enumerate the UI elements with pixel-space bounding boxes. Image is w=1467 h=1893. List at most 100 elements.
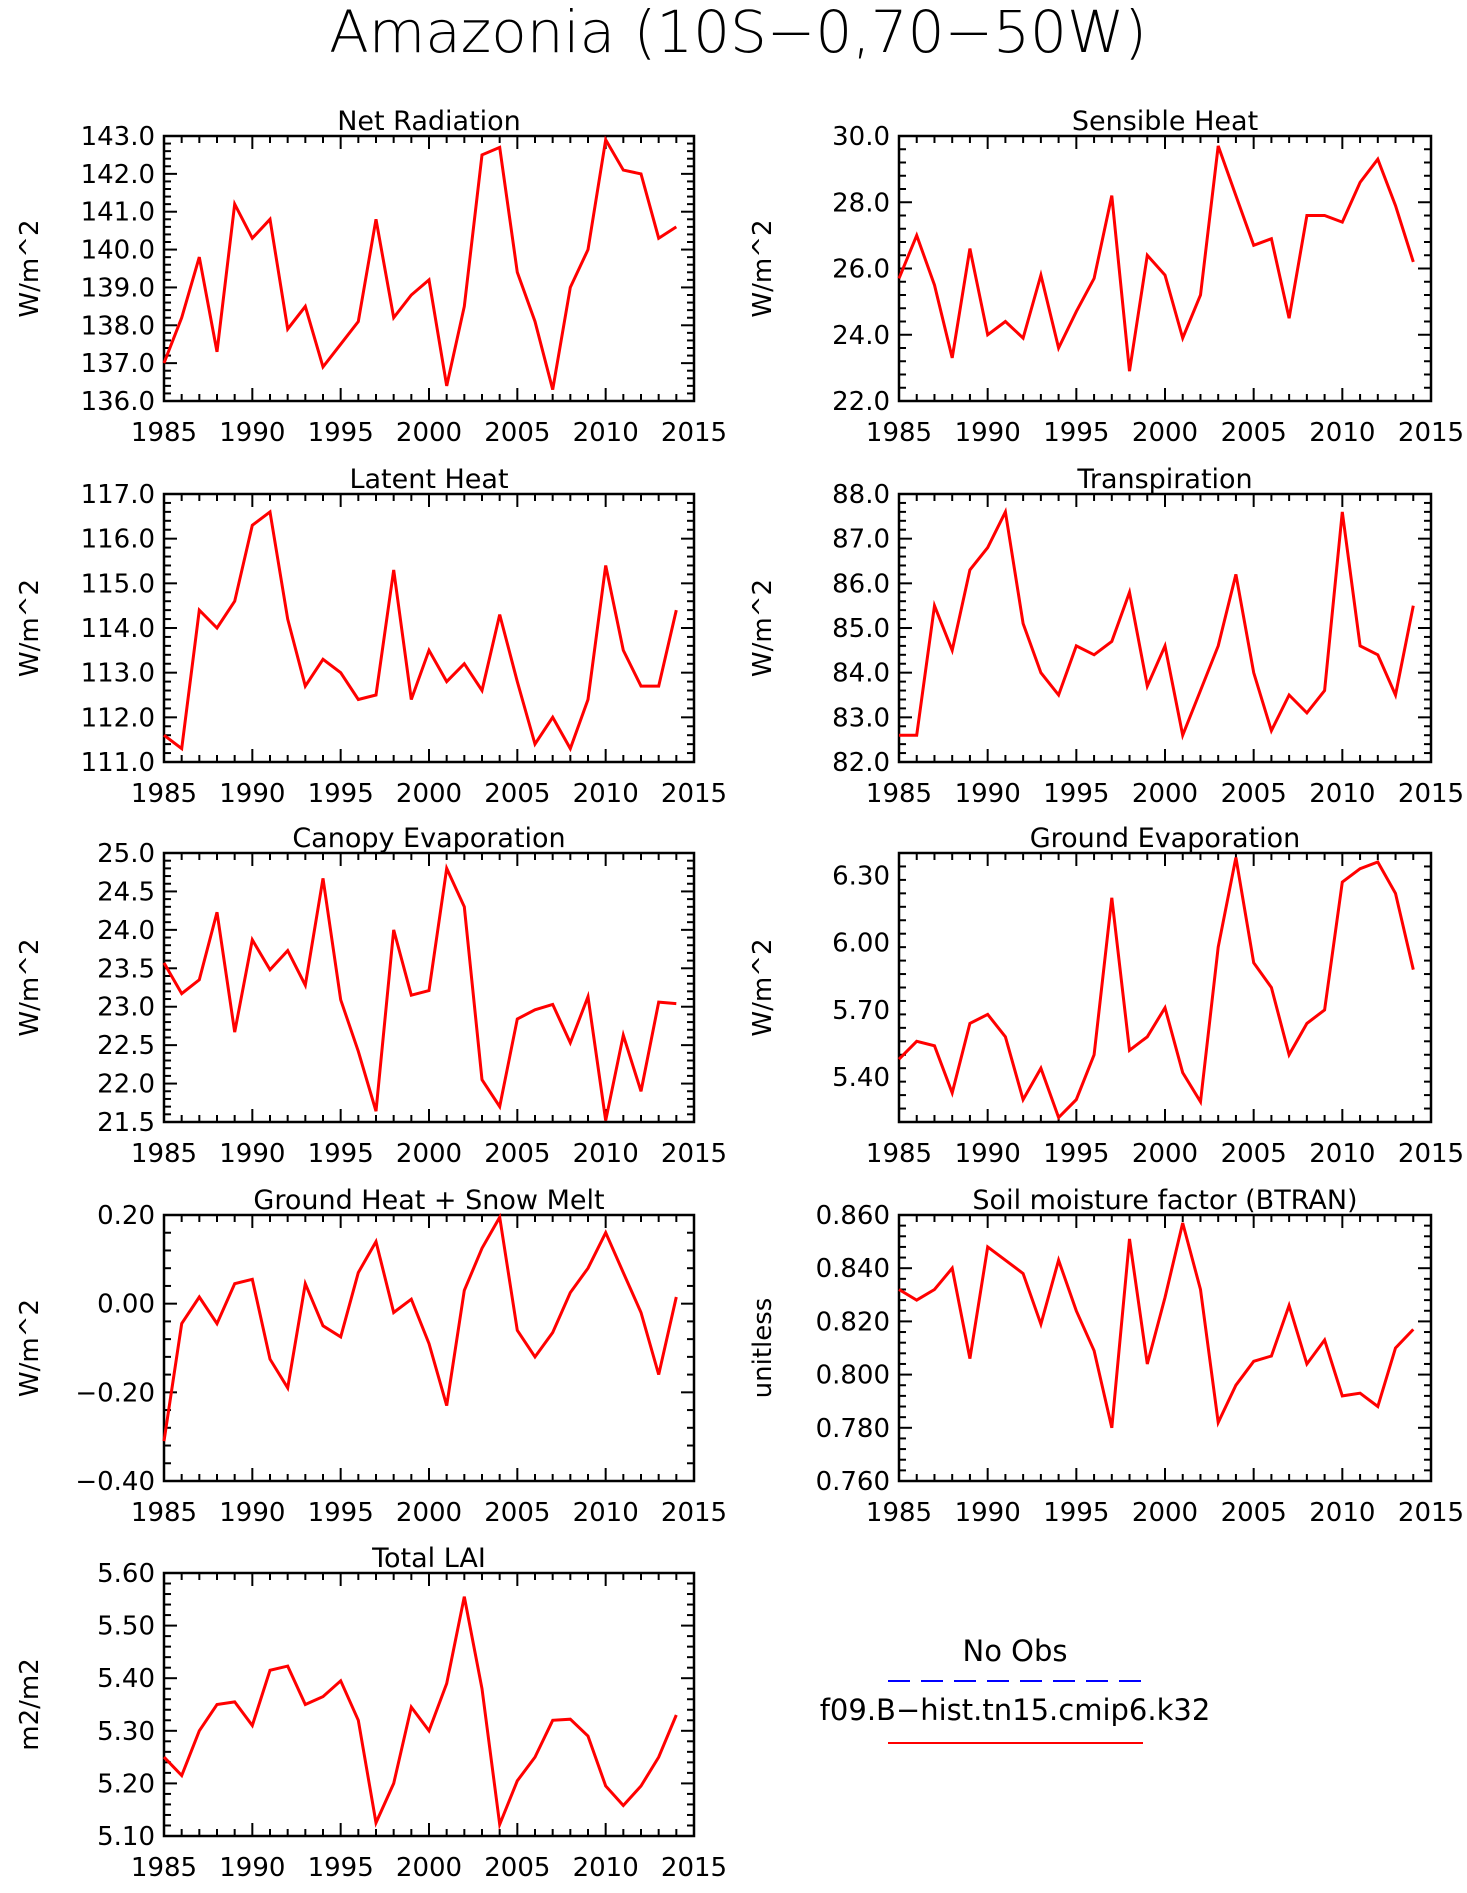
x-tick-label: 1995 [308,779,374,809]
x-tick-label: 2000 [1132,779,1198,809]
legend-label-no-obs: No Obs [963,1634,1068,1668]
x-tick-label: 2015 [1398,1498,1464,1528]
y-tick-label: 6.00 [832,929,890,959]
x-tick-label: 1995 [1043,779,1109,809]
y-tick-label: 5.60 [97,1559,155,1589]
x-tick-label: 2005 [484,1853,550,1883]
chart-panel-1: 1985 1990 1995 2000 2005 2010 2015 136.0 137.0 13… [15,106,727,448]
panels: 1985 1990 1995 2000 2005 2010 2015 136.0 137.0 13… [15,106,1464,1883]
chart-panel-6: 1985 1990 1995 2000 2005 2010 2015 5.40 5.70 6.00… [748,823,1464,1169]
series-line [162,135,678,390]
x-tick-label: 1990 [219,1498,285,1528]
series-line [898,1222,1415,1429]
y-tick-label: 5.10 [97,1822,155,1852]
x-tick-label: 2010 [573,1853,639,1883]
y-tick-label: 5.20 [97,1769,155,1799]
y-tick-label: 24.0 [97,916,155,946]
panel-title: Total LAI [371,1543,486,1574]
series-line [897,857,1415,1121]
x-tick-label: 2015 [661,418,727,448]
x-tick-label: 1995 [1043,1139,1109,1169]
panel-title: Transpiration [1076,464,1252,495]
y-axis-label: W/m^2 [15,1299,45,1397]
x-tick-label: 1990 [219,1139,285,1169]
x-tick-label: 2000 [1132,1139,1198,1169]
chart-panel-2: 1985 1990 1995 2000 2005 2010 2015 22.0 24.0 26.0… [748,106,1464,448]
x-tick-label: 2015 [1398,779,1464,809]
x-tick-label: 2005 [1221,1498,1287,1528]
x-tick-label: 1995 [308,1853,374,1883]
y-tick-label: 88.0 [832,480,890,510]
series-line [163,509,678,753]
x-tick-label: 1990 [955,1139,1021,1169]
y-tick-label: 24.0 [832,321,890,351]
y-tick-label: 22.0 [832,387,890,417]
y-tick-label: 82.0 [832,748,890,778]
y-tick-label: 87.0 [832,525,890,555]
x-tick-label: 2010 [1309,779,1375,809]
x-tick-label: 1985 [866,1139,932,1169]
y-tick-label: 113.0 [81,659,155,689]
x-tick-label: 2015 [661,1853,727,1883]
y-tick-label: −0.40 [75,1467,155,1497]
x-tick-label: 2010 [573,779,639,809]
panel-title: Net Radiation [337,106,521,137]
x-tick-label: 1985 [866,418,932,448]
y-tick-label: 116.0 [81,525,155,555]
x-tick-label: 2000 [1132,1498,1198,1528]
x-tick-label: 2015 [661,779,727,809]
x-tick-label: 1985 [131,418,197,448]
y-tick-label: 23.0 [97,993,155,1023]
x-tick-label: 2005 [484,779,550,809]
x-tick-label: 1985 [131,1139,197,1169]
x-tick-label: 2010 [1309,418,1375,448]
y-tick-label: 85.0 [832,614,890,644]
y-tick-label: 140.0 [81,236,155,266]
y-tick-label: 5.50 [97,1612,155,1642]
y-tick-label: 139.0 [81,273,155,303]
series-line [897,145,1415,372]
x-tick-label: 1985 [131,1498,197,1528]
y-tick-label: 117.0 [81,480,155,510]
x-tick-label: 1990 [219,418,285,448]
x-tick-label: 1990 [955,418,1021,448]
y-tick-label: 23.5 [97,954,155,984]
series-line [162,1212,678,1442]
x-tick-label: 1990 [955,779,1021,809]
chart-panel-9: 1985 1990 1995 2000 2005 2010 2015 5.10 5.20 5.30… [15,1543,727,1883]
x-tick-label: 2010 [1309,1139,1375,1169]
y-axis-label: W/m^2 [748,219,778,317]
panel-title: Canopy Evaporation [292,823,565,854]
x-tick-label: 2005 [484,418,550,448]
x-tick-label: 2005 [1221,779,1287,809]
panel-title: Ground Heat + Snow Melt [253,1185,604,1216]
y-axis-label: m2/m2 [15,1658,45,1751]
y-tick-label: 0.20 [97,1201,155,1231]
x-tick-label: 1985 [866,779,932,809]
y-tick-label: 137.0 [81,349,155,379]
y-tick-label: 136.0 [81,387,155,417]
x-tick-label: 2000 [1132,418,1198,448]
y-tick-label: 5.40 [97,1664,155,1694]
legend-label-model: f09.B−hist.tn15.cmip6.k32 [820,1693,1211,1727]
y-tick-label: 115.0 [81,569,155,599]
x-tick-label: 2015 [1398,1139,1464,1169]
panel-title: Latent Heat [349,464,508,495]
y-tick-label: 111.0 [81,748,155,778]
chart-panel-4: 1985 1990 1995 2000 2005 2010 2015 82.0 83.0 84.0… [748,464,1464,809]
x-tick-label: 1990 [219,779,285,809]
x-tick-label: 2010 [573,1139,639,1169]
series-line [162,1596,678,1831]
y-tick-label: 0.860 [816,1201,890,1231]
chart-panel-3: 1985 1990 1995 2000 2005 2010 2015 111.0 112.0 11… [15,464,727,809]
chart-panel-7: 1985 1990 1995 2000 2005 2010 2015 −0.40 −0.20 0.… [15,1185,727,1528]
x-tick-label: 2015 [661,1498,727,1528]
y-tick-label: 0.840 [816,1254,890,1284]
x-tick-label: 1995 [1043,418,1109,448]
x-tick-label: 2000 [396,1139,462,1169]
panel-title: Soil moisture factor (BTRAN) [972,1185,1357,1216]
x-tick-label: 1995 [308,1139,374,1169]
y-tick-label: −0.20 [75,1378,155,1408]
